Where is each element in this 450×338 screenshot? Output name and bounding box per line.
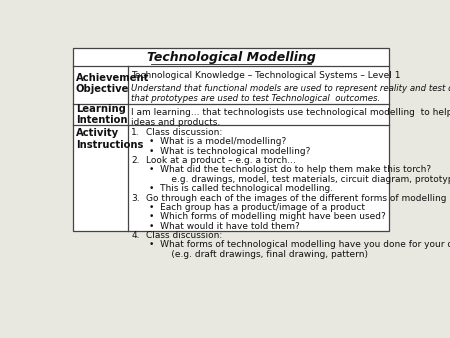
Text: •  What forms of technological modelling have you done for your outcome?: • What forms of technological modelling … [149, 240, 450, 249]
Text: Technological Knowledge – Technological Systems – Level 1: Technological Knowledge – Technological … [131, 71, 400, 80]
Text: Class discussion:: Class discussion: [146, 128, 222, 137]
Text: •  Each group has a product/image of a product: • Each group has a product/image of a pr… [149, 203, 365, 212]
Text: (e.g. draft drawings, final drawing, pattern): (e.g. draft drawings, final drawing, pat… [157, 250, 368, 259]
Text: Technological Modelling: Technological Modelling [147, 50, 315, 64]
Text: Activity
Instructions: Activity Instructions [76, 128, 143, 150]
Text: •  What would it have told them?: • What would it have told them? [149, 222, 300, 231]
Text: •  What did the technologist do to help them make this torch?: • What did the technologist do to help t… [149, 166, 432, 174]
Text: •  Which forms of modelling might have been used?: • Which forms of modelling might have be… [149, 212, 386, 221]
Text: Class discussion:: Class discussion: [146, 231, 222, 240]
Text: 4.: 4. [131, 231, 140, 240]
Text: Look at a product – e.g. a torch...: Look at a product – e.g. a torch... [146, 156, 296, 165]
Bar [73, 48, 389, 231]
Text: 2.: 2. [131, 156, 140, 165]
Text: I am learning... that technologists use technological modelling  to help them wi: I am learning... that technologists use … [131, 108, 450, 127]
Text: 1.: 1. [131, 128, 140, 137]
Text: Learning
Intention: Learning Intention [76, 104, 127, 125]
Text: Go through each of the images of the different forms of modelling (below): Go through each of the images of the dif… [146, 194, 450, 202]
Text: •  What is technological modelling?: • What is technological modelling? [149, 147, 310, 156]
Text: Understand that functional models are used to represent reality and test design : Understand that functional models are us… [131, 84, 450, 103]
Text: •  This is called technological modelling.: • This is called technological modelling… [149, 184, 333, 193]
Text: Achievement
Objective: Achievement Objective [76, 73, 149, 94]
Text: •  What is a model/modelling?: • What is a model/modelling? [149, 137, 287, 146]
Text: e.g. drawings, model, test materials, circuit diagram, prototype: e.g. drawings, model, test materials, ci… [157, 175, 450, 184]
Text: 3.: 3. [131, 194, 140, 202]
